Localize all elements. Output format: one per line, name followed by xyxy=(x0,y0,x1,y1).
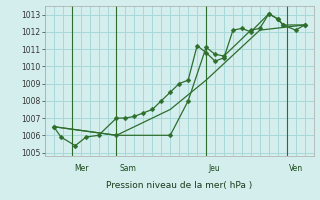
Text: Pression niveau de la mer( hPa ): Pression niveau de la mer( hPa ) xyxy=(106,181,252,190)
Text: Jeu: Jeu xyxy=(209,164,220,173)
Text: Mer: Mer xyxy=(74,164,89,173)
Text: Ven: Ven xyxy=(289,164,304,173)
Text: Sam: Sam xyxy=(119,164,136,173)
